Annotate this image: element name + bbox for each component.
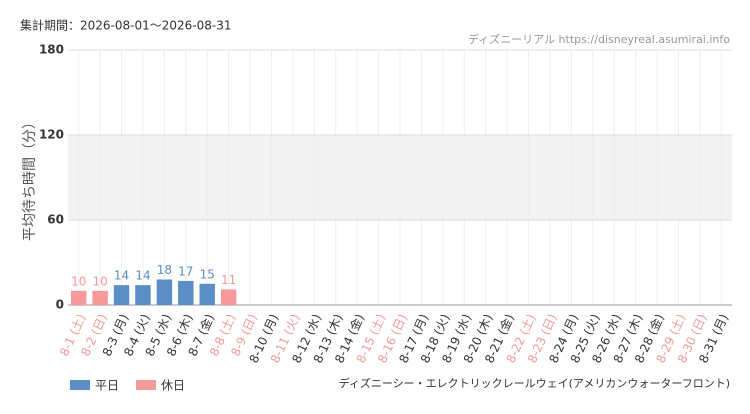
value-label: 11 [221,273,236,287]
bar [199,283,215,305]
value-label: 15 [200,267,215,281]
bar [220,289,237,305]
bar [135,285,151,305]
value-label: 14 [135,269,150,283]
value-label: 18 [157,263,172,277]
value-label: 17 [178,264,193,278]
legend-swatch [136,380,156,390]
value-label: 10 [71,274,86,288]
value-label: 10 [92,274,107,288]
bar [156,279,173,305]
y-tick-label: 0 [56,298,64,312]
y-tick-label: 120 [39,128,64,142]
source: ディズニーリアル https://disneyreal.asumirai.inf… [468,32,730,46]
bar [178,280,194,305]
y-tick-label: 180 [39,43,64,57]
bar [70,290,87,305]
bar [113,285,130,305]
y-axis-label: 平均待ち時間（分） [22,115,38,241]
legend-swatch [70,380,90,390]
bar [92,290,108,305]
value-label: 14 [114,269,129,283]
legend-label: 平日 [95,379,119,393]
legend-label: 休日 [161,379,185,393]
subtitle: ディズニーシー・エレクトリックレールウェイ(アメリカンウォーターフロント) [339,376,730,390]
y-tick-label: 60 [47,213,64,227]
period: 集計期間：2026-08-01～2026-08-31 [20,18,231,33]
